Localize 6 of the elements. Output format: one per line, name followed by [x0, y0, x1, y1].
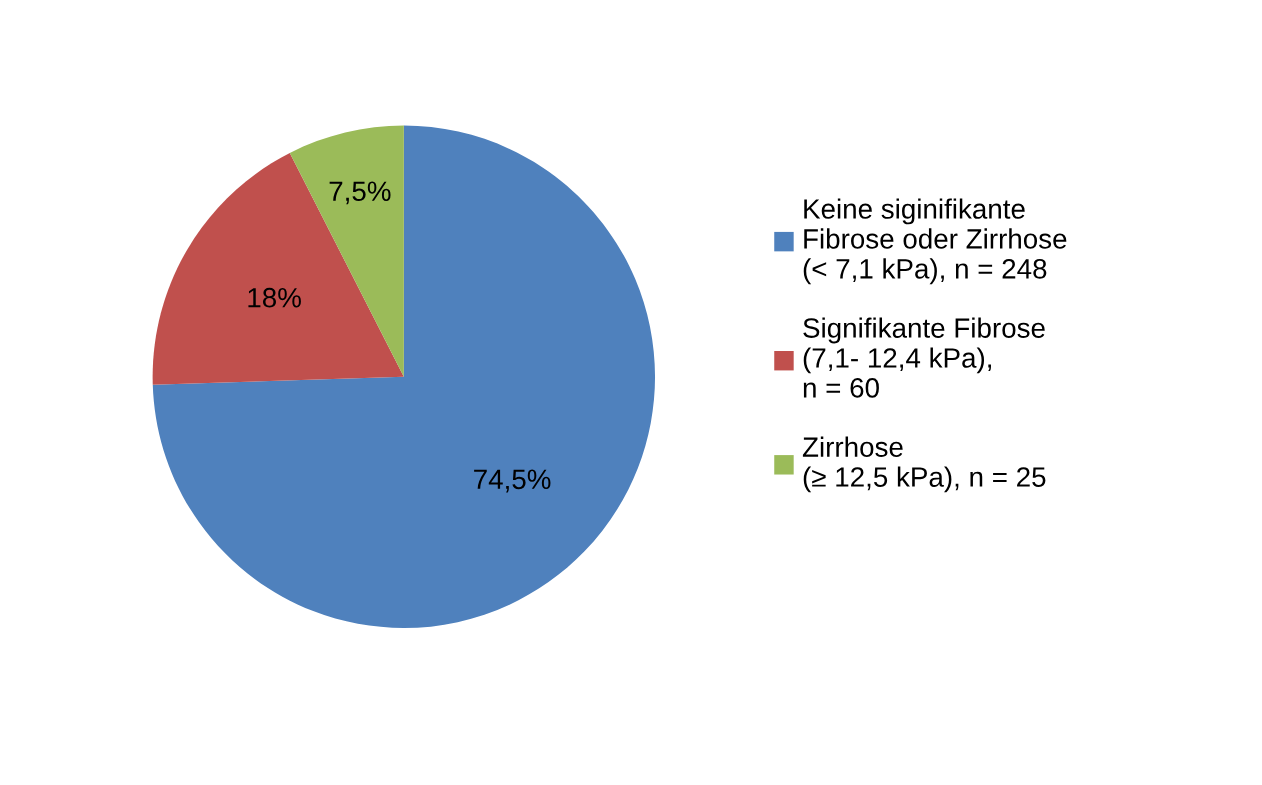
data-label: 74,5% [474, 469, 551, 493]
data-label: 18% [248, 287, 301, 308]
legend-label: Signifikante Fibrose (7,1- 12,4 kPa), n = 60 [803, 317, 1045, 398]
legend-label: Zirrhose (≥ 12,5 kPa), n = 25 [802, 436, 1046, 493]
legend-label: Keine siginifikante Fibrose oder Zirrhose (< 7,1 kPa), n = 248 [803, 198, 1067, 285]
data-label: 7,5% [329, 181, 391, 205]
